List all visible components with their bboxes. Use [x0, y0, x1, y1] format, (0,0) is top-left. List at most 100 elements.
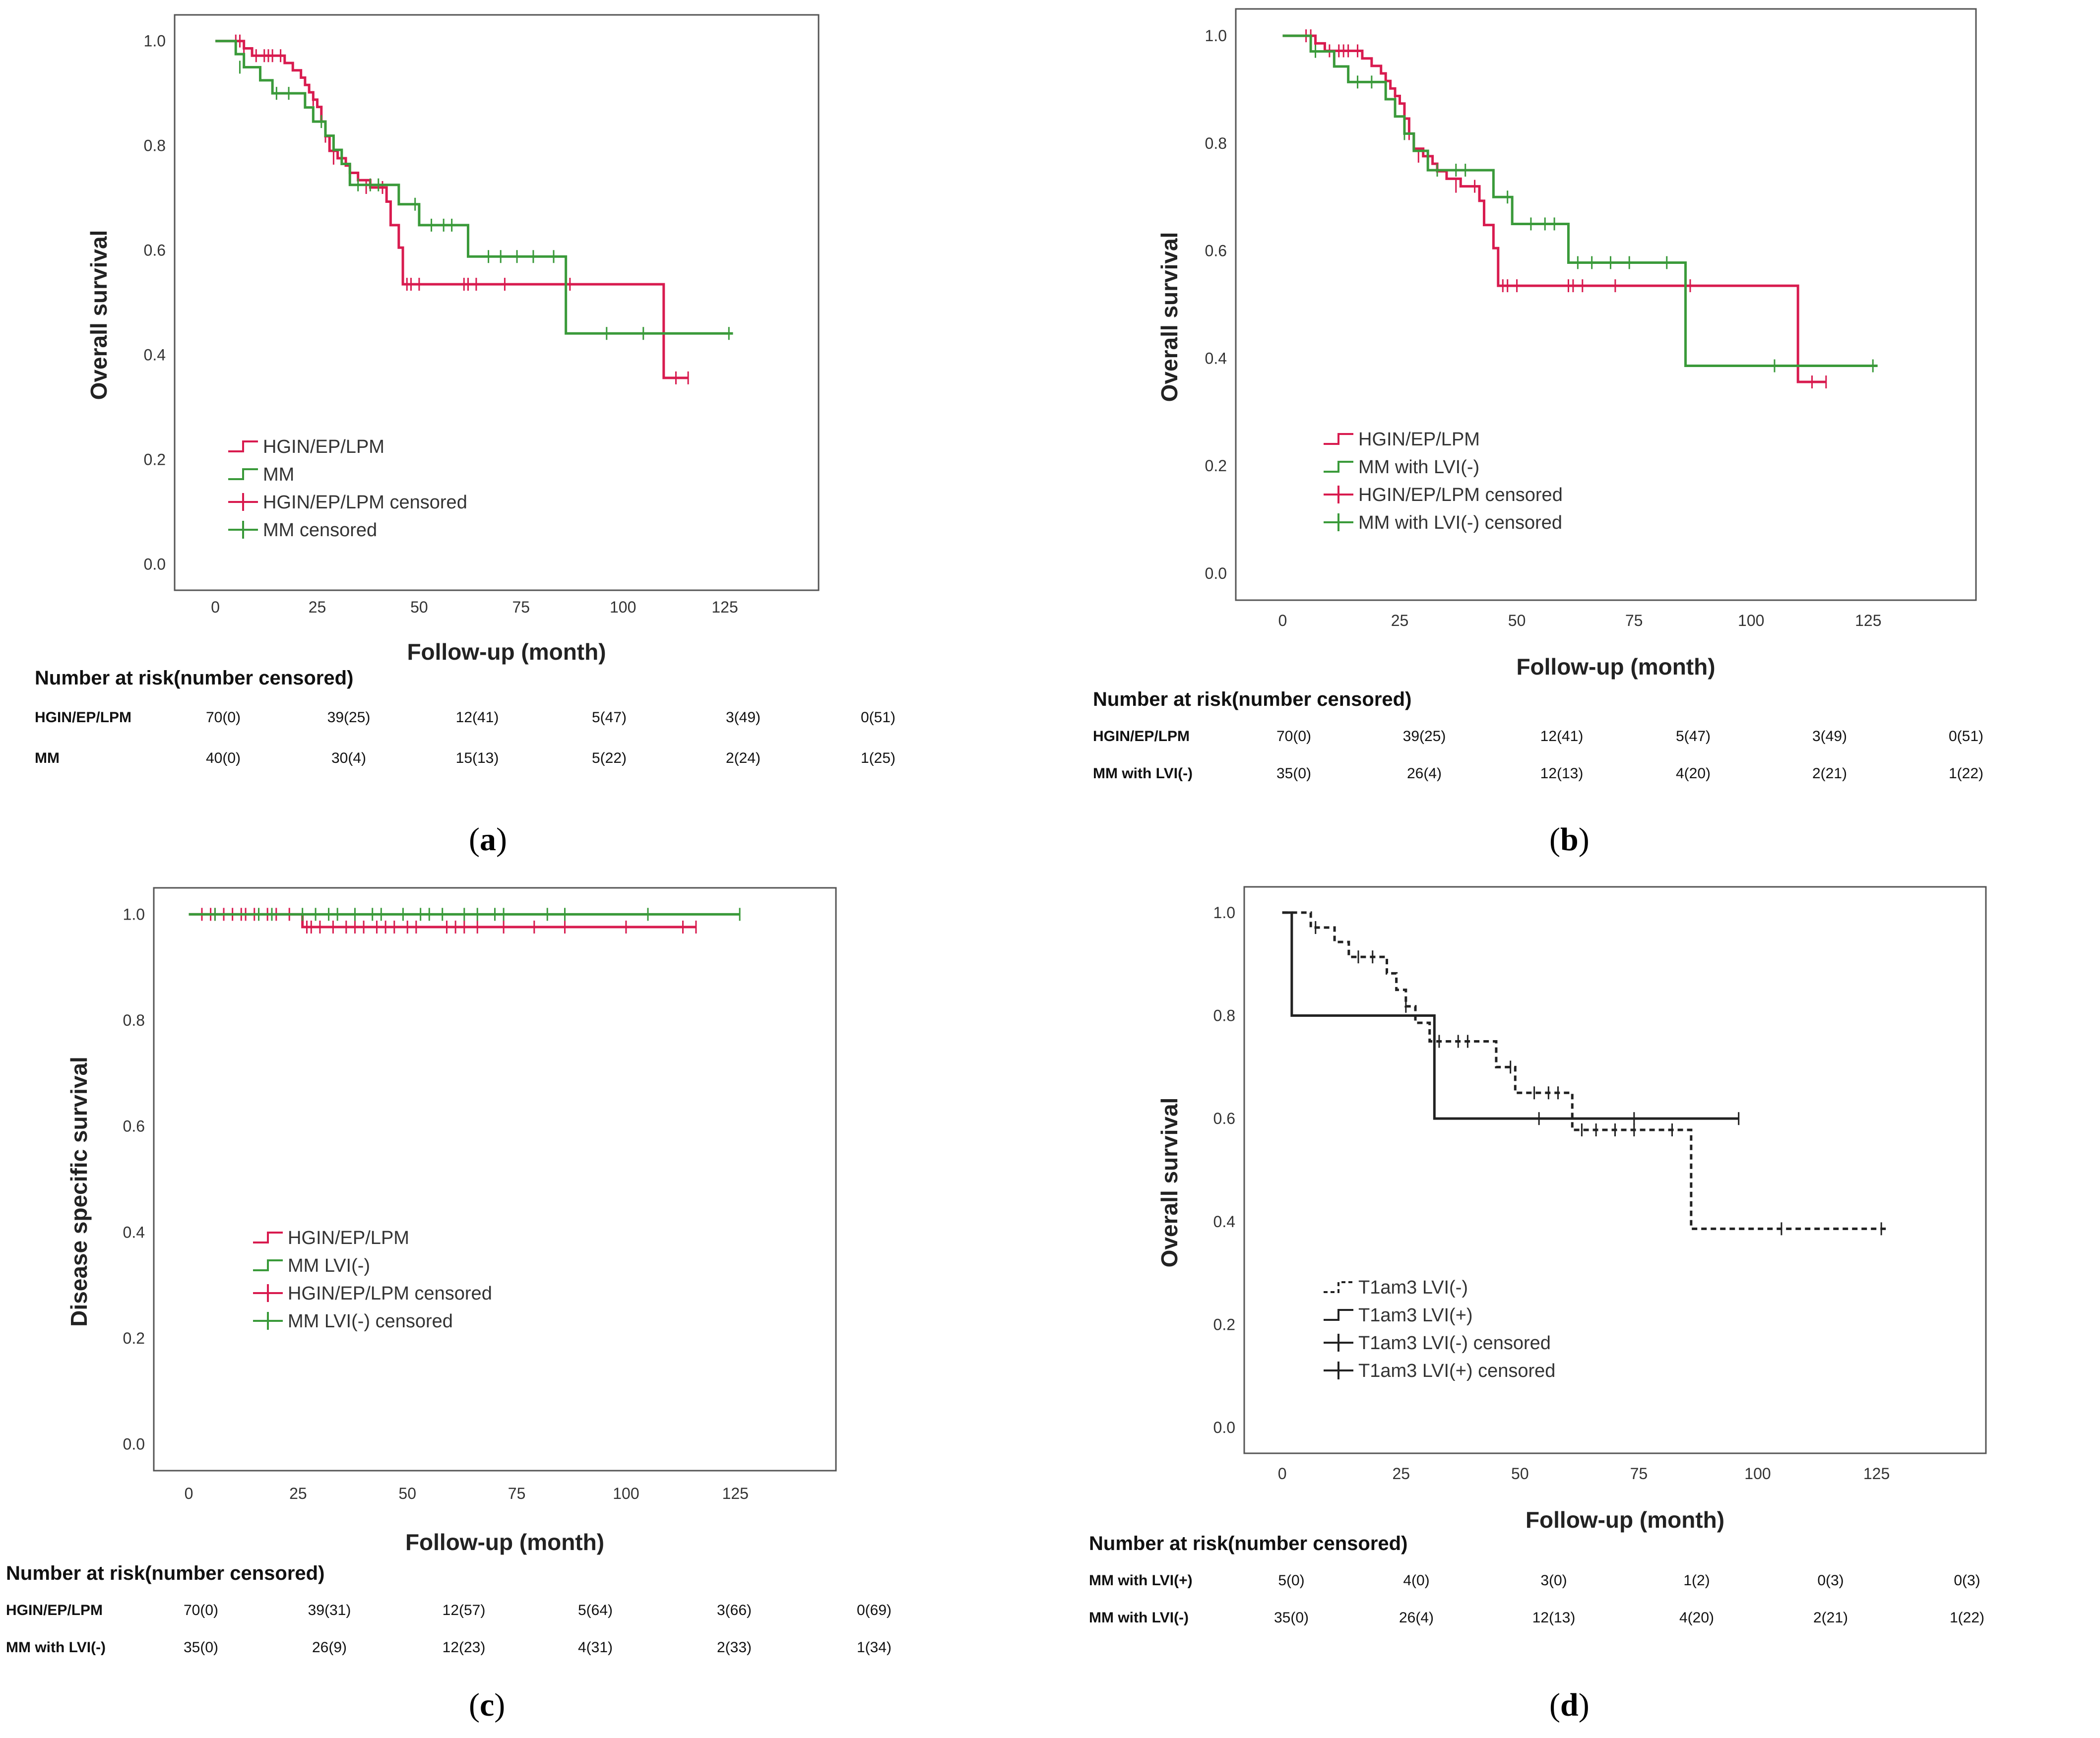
risk-row: MM with LVI(-) 35(0) 26(9) 12(23) 4(31) …: [6, 1639, 998, 1659]
legend-censor-swatch: [1324, 513, 1353, 531]
x-tick-label: 125: [711, 598, 738, 616]
x-tick-label: 125: [1863, 1465, 1890, 1483]
legend-label: T1am3 LVI(-): [1358, 1277, 1468, 1298]
x-tick-label: 0: [185, 1485, 193, 1502]
legend-line-swatch: [228, 440, 258, 452]
risk-row-label: MM with LVI(+): [1089, 1572, 1193, 1589]
risk-value: 15(13): [455, 750, 499, 766]
risk-row: MM with LVI(-) 35(0) 26(4) 12(13) 4(20) …: [1089, 1610, 2081, 1629]
risk-value: 0(51): [1948, 728, 1984, 745]
legend-label: T1am3 LVI(-) censored: [1358, 1333, 1551, 1354]
survival-curve-line: [1282, 34, 1878, 368]
x-tick-label: 75: [1625, 612, 1643, 629]
panel-letter: d: [1560, 1687, 1579, 1723]
risk-value: 26(4): [1399, 1610, 1434, 1626]
legend-line-swatch: [1324, 1309, 1353, 1321]
panel-letter: b: [1560, 821, 1579, 858]
y-tick-label: 0.8: [144, 137, 166, 155]
legend-line-swatch: [1324, 1281, 1353, 1293]
panel-letter: c: [479, 1687, 495, 1723]
plot-frame: [1235, 8, 1977, 601]
risk-value: 0(69): [856, 1602, 892, 1618]
legend-censor-swatch: [1324, 486, 1353, 503]
panel-letter: a: [479, 821, 496, 858]
risk-value: 4(20): [1675, 765, 1711, 782]
legend-line-swatch: [1324, 461, 1353, 473]
panel-label-b: (b): [1549, 821, 1590, 858]
risk-value: 3(66): [716, 1602, 752, 1618]
x-tick-label: 50: [1511, 1465, 1529, 1483]
y-tick-label: 0.0: [144, 555, 166, 573]
y-tick-label: 0.0: [123, 1435, 145, 1453]
risk-value: 1(22): [1948, 765, 1984, 782]
survival-curve-line: [1282, 911, 1739, 1120]
risk-value: 70(0): [183, 1602, 219, 1618]
panel-a: 0.0 0.2 0.4 0.6 0.8 1.0 0 25 50 75 100 125 Follow-up…: [0, 0, 1042, 863]
risk-value: 2(21): [1812, 765, 1847, 782]
legend-line-swatch: [253, 1259, 283, 1271]
risk-table-d: Number at risk(number censored) MM with …: [1089, 1533, 2081, 1652]
y-tick-label: 0.6: [123, 1117, 145, 1135]
risk-table-b: Number at risk(number censored) HGIN/EP/…: [1093, 688, 2085, 807]
legend-censor-swatch: [1324, 1362, 1353, 1379]
risk-value: 1(22): [1949, 1610, 1985, 1626]
risk-row-label: MM with LVI(-): [6, 1639, 106, 1656]
risk-value: 35(0): [183, 1639, 219, 1656]
risk-value: 12(41): [455, 709, 499, 726]
survival-curve-line: [215, 40, 733, 335]
risk-row: MM with LVI(-) 35(0) 26(4) 12(13) 4(20) …: [1093, 765, 2085, 785]
y-axis-title: Overall survival: [1156, 1098, 1182, 1268]
risk-value: 5(22): [591, 750, 627, 766]
legend-label: MM LVI(-) censored: [288, 1311, 453, 1332]
risk-value: 5(64): [577, 1602, 613, 1618]
survival-curve-line: [1282, 911, 1886, 1230]
plot-frame: [1243, 886, 1987, 1454]
risk-table-title: Number at risk(number censored): [6, 1562, 325, 1584]
risk-value: 39(25): [1402, 728, 1446, 745]
y-tick-label: 0.6: [1213, 1110, 1235, 1127]
plot-frame: [153, 887, 837, 1472]
x-tick-label: 50: [410, 598, 428, 616]
y-tick-label: 0.8: [1205, 134, 1227, 152]
x-tick-label: 25: [1392, 1465, 1410, 1483]
panel-b: 0.0 0.2 0.4 0.6 0.8 1.0 0 25 50 75 100 125 Follow-up…: [1058, 0, 2100, 863]
x-tick-label: 0: [1278, 612, 1287, 629]
y-tick-label: 1.0: [1213, 904, 1235, 922]
y-tick-label: 0.4: [123, 1223, 145, 1241]
legend-label: MM censored: [263, 520, 377, 541]
y-tick-label: 0.4: [1205, 349, 1227, 367]
risk-value: 4(31): [577, 1639, 613, 1656]
legend-label: HGIN/EP/LPM: [288, 1228, 409, 1248]
legend-label: MM LVI(-): [288, 1255, 370, 1276]
plot-frame: [174, 14, 820, 591]
risk-value: 0(51): [860, 709, 896, 726]
legend-line-swatch: [228, 468, 258, 480]
panel-c: 0.0 0.2 0.4 0.6 0.8 1.0 0 25 50 75 100 125 Follow-up…: [0, 873, 1042, 1736]
risk-row: HGIN/EP/LPM 70(0) 39(31) 12(57) 5(64) 3(…: [6, 1602, 998, 1622]
legend-label: HGIN/EP/LPM: [263, 436, 384, 457]
risk-value: 5(47): [591, 709, 627, 726]
km-chart-a: 0.0 0.2 0.4 0.6 0.8 1.0 0 25 50 75 100 125 Follow-up…: [86, 14, 820, 665]
risk-row: MM 40(0) 30(4) 15(13) 5(22) 2(24) 1(25): [35, 750, 1027, 770]
risk-value: 39(31): [308, 1602, 351, 1618]
risk-value: 12(57): [442, 1602, 486, 1618]
risk-row: MM with LVI(+) 5(0) 4(0) 3(0) 1(2) 0(3) …: [1089, 1572, 2081, 1592]
risk-value: 0(3): [1817, 1572, 1844, 1589]
risk-value: 4(0): [1403, 1572, 1430, 1589]
y-tick-label: 0.8: [1213, 1007, 1235, 1025]
x-tick-label: 100: [613, 1485, 639, 1502]
legend-label: MM with LVI(-) censored: [1358, 512, 1562, 533]
x-tick-label: 50: [1508, 612, 1526, 629]
risk-value: 5(0): [1278, 1572, 1305, 1589]
legend-censor-swatch: [228, 493, 258, 511]
risk-value: 35(0): [1273, 1610, 1309, 1626]
risk-value: 30(4): [331, 750, 367, 766]
y-tick-label: 0.4: [144, 346, 166, 364]
risk-value: 26(9): [312, 1639, 347, 1656]
y-tick-label: 1.0: [123, 905, 145, 923]
risk-value: 70(0): [205, 709, 241, 726]
panel-label-d: (d): [1549, 1687, 1590, 1723]
y-tick-label: 0.6: [1205, 242, 1227, 260]
y-tick-label: 0.2: [144, 450, 166, 468]
risk-table-title: Number at risk(number censored): [35, 667, 354, 689]
